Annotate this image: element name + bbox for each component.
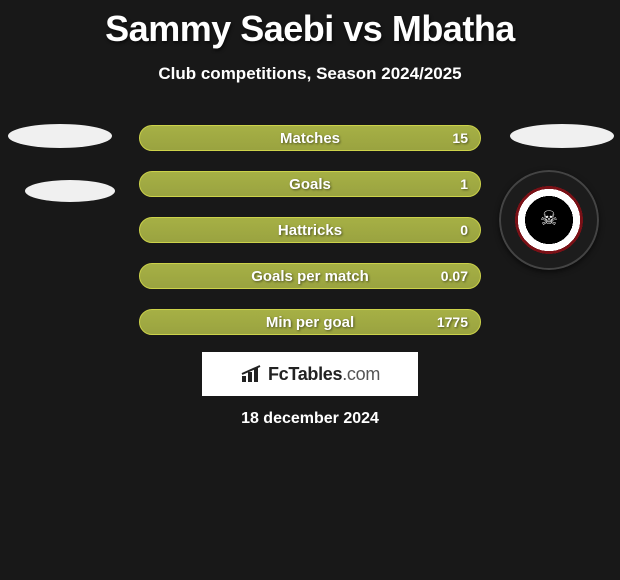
stat-label: Min per goal xyxy=(140,310,480,334)
stat-value-right: 15 xyxy=(452,126,468,150)
stat-label: Matches xyxy=(140,126,480,150)
stat-row-gpm: Goals per match 0.07 xyxy=(139,263,481,289)
right-team-ellipse xyxy=(510,124,614,148)
site-brand: FcTables.com xyxy=(268,364,380,385)
left-team-badge-top xyxy=(8,124,112,148)
left-team-badge-bottom xyxy=(25,180,115,202)
stat-value-right: 0.07 xyxy=(441,264,468,288)
stat-label: Goals per match xyxy=(140,264,480,288)
site-attribution: FcTables.com xyxy=(202,352,418,396)
stat-value-right: 0 xyxy=(460,218,468,242)
stat-label: Goals xyxy=(140,172,480,196)
skull-icon: ☠ xyxy=(540,209,558,229)
stat-value-right: 1 xyxy=(460,172,468,196)
stat-row-matches: Matches 15 xyxy=(139,125,481,151)
stat-row-goals: Goals 1 xyxy=(139,171,481,197)
stats-block: Matches 15 Goals 1 Hattricks 0 Goals per… xyxy=(139,125,481,355)
page-title: Sammy Saebi vs Mbatha xyxy=(0,0,620,50)
date-label: 18 december 2024 xyxy=(0,410,620,428)
stat-value-right: 1775 xyxy=(437,310,468,334)
stat-row-hattricks: Hattricks 0 xyxy=(139,217,481,243)
stat-label: Hattricks xyxy=(140,218,480,242)
bars-icon xyxy=(240,364,264,384)
right-team-badge: ☠ xyxy=(499,170,599,270)
stat-row-mpg: Min per goal 1775 xyxy=(139,309,481,335)
site-brand-suffix: .com xyxy=(342,364,380,384)
site-brand-main: FcTables xyxy=(268,364,342,384)
subtitle: Club competitions, Season 2024/2025 xyxy=(0,64,620,84)
